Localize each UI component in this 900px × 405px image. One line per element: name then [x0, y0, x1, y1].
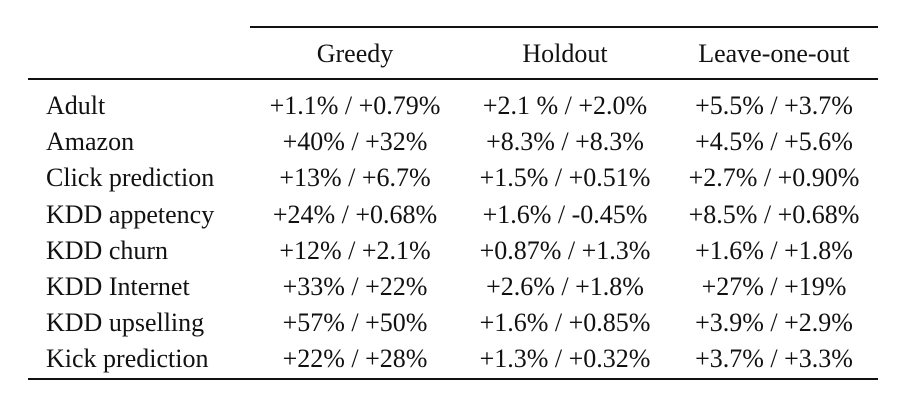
cell-holdout: +2.1 % / +2.0% [482, 91, 648, 120]
cell-leave-one-out: +3.9% / +2.9% [695, 308, 853, 338]
cell-holdout: +8.3% / +8.3% [486, 127, 644, 157]
table-bottom-rule [28, 378, 878, 380]
row-name: Kick prediction [46, 344, 209, 374]
row-name: Adult [46, 91, 106, 120]
cell-leave-one-out: +8.5% / +0.68% [688, 199, 860, 229]
table-row: KDD churn +12% / +2.1% +0.87% / +1.3% +1… [28, 233, 878, 269]
row-name: KDD upselling [46, 308, 205, 338]
cell-greedy: +12% / +2.1% [279, 235, 431, 265]
header-greedy: Greedy [316, 39, 394, 68]
cell-leave-one-out: +27% / +19% [701, 271, 847, 301]
cell-leave-one-out: +4.5% / +5.6% [695, 127, 853, 157]
cell-holdout: +1.6% / -0.45% [482, 199, 648, 229]
cell-leave-one-out: +1.6% / +1.8% [695, 235, 853, 265]
cell-greedy: +1.1% / +0.79% [269, 91, 441, 120]
cell-holdout: +1.3% / +0.32% [479, 344, 651, 374]
table-row: Click prediction +13% / +6.7% +1.5% / +0… [28, 160, 878, 196]
cell-greedy: +24% / +0.68% [272, 199, 438, 229]
cell-leave-one-out: +3.7% / +3.3% [695, 344, 853, 374]
row-name: Amazon [46, 127, 135, 157]
cell-greedy: +57% / +50% [282, 308, 428, 338]
cell-leave-one-out: +2.7% / +0.90% [688, 163, 860, 193]
row-name: KDD Internet [46, 271, 190, 301]
cell-greedy: +22% / +28% [282, 344, 428, 374]
header-holdout: Holdout [522, 39, 608, 68]
header-leave-one-out: Leave-one-out [698, 39, 850, 68]
cell-holdout: +1.6% / +0.85% [479, 308, 651, 338]
table-body: Adult +1.1% / +0.79% +2.1 % / +2.0% +5.5… [28, 88, 878, 378]
cell-leave-one-out: +5.5% / +3.7% [695, 91, 853, 120]
table-top-rule [250, 26, 878, 28]
table-row: Kick prediction +22% / +28% +1.3% / +0.3… [28, 341, 878, 377]
cell-holdout: +0.87% / +1.3% [479, 235, 651, 265]
cell-holdout: +2.6% / +1.8% [486, 271, 644, 301]
row-name: KDD appetency [46, 199, 215, 229]
table-row: KDD upselling +57% / +50% +1.6% / +0.85%… [28, 305, 878, 341]
cell-greedy: +33% / +22% [282, 271, 428, 301]
row-name: KDD churn [46, 235, 169, 265]
cell-greedy: +40% / +32% [282, 127, 428, 157]
table-row: KDD appetency +24% / +0.68% +1.6% / -0.4… [28, 197, 878, 233]
table-header-rule [28, 78, 878, 80]
table-row: KDD Internet +33% / +22% +2.6% / +1.8% +… [28, 269, 878, 305]
table-row: Amazon +40% / +32% +8.3% / +8.3% +4.5% /… [28, 124, 878, 160]
table-row: Adult +1.1% / +0.79% +2.1 % / +2.0% +5.5… [28, 88, 878, 124]
cell-holdout: +1.5% / +0.51% [479, 163, 651, 193]
cell-greedy: +13% / +6.7% [279, 163, 431, 193]
row-name: Click prediction [46, 163, 215, 193]
